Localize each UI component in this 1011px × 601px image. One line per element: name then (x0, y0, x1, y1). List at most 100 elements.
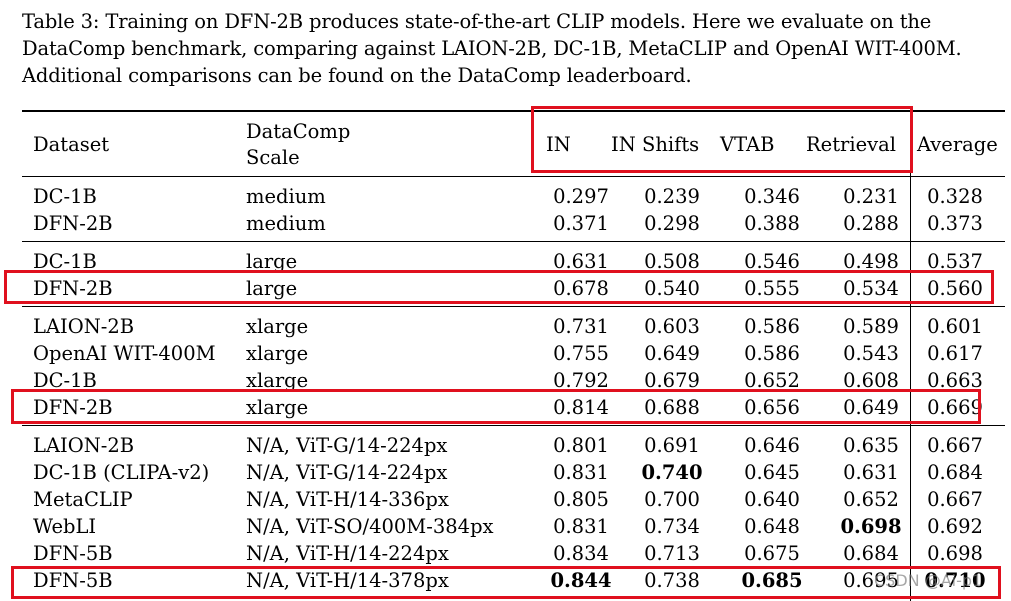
group-rule-2 (22, 306, 1005, 307)
cell-in-shifts: 0.734 (644, 515, 700, 538)
cell-vtab: 0.346 (744, 185, 800, 208)
cell-in: 0.297 (553, 185, 609, 208)
group-rule-1 (22, 241, 1005, 242)
cell-in: 0.834 (553, 542, 609, 565)
cell-retrieval: 0.684 (843, 542, 899, 565)
cell-average: 0.667 (927, 434, 983, 457)
cell-in-shifts: 0.700 (644, 488, 700, 511)
cell-vtab: 0.652 (744, 369, 800, 392)
cell-average: 0.669 (927, 396, 983, 419)
cell-dataset: WebLI (33, 515, 97, 538)
cell-in-shifts: 0.740 (641, 461, 703, 484)
cell-in-shifts: 0.691 (644, 434, 700, 457)
header-retrieval: Retrieval (806, 133, 897, 156)
cell-in: 0.678 (553, 277, 609, 300)
cell-vtab: 0.656 (744, 396, 800, 419)
cell-vtab: 0.586 (744, 315, 800, 338)
cell-retrieval: 0.652 (843, 488, 899, 511)
cell-scale: xlarge (246, 342, 309, 365)
average-column-rule (910, 110, 911, 601)
highlight-row-dfn2b-large (4, 270, 994, 304)
cell-vtab: 0.675 (744, 542, 800, 565)
table-caption: Table 3: Training on DFN-2B produces sta… (22, 10, 962, 87)
cell-retrieval: 0.288 (843, 212, 899, 235)
cell-retrieval: 0.231 (843, 185, 899, 208)
cell-in: 0.631 (553, 250, 609, 273)
cell-in: 0.831 (553, 461, 609, 484)
cell-scale: N/A, ViT-H/14-378px (246, 569, 449, 592)
top-rule (22, 110, 1005, 112)
cell-average: 0.601 (927, 315, 983, 338)
cell-average: 0.373 (927, 212, 983, 235)
header-average: Average (917, 133, 998, 156)
cell-in: 0.792 (553, 369, 609, 392)
cell-in-shifts: 0.540 (644, 277, 700, 300)
cell-vtab: 0.685 (741, 569, 803, 592)
cell-scale: N/A, ViT-H/14-336px (246, 488, 449, 511)
cell-dataset: DC-1B (33, 185, 97, 208)
header-dataset: Dataset (33, 133, 110, 156)
header-in: IN (546, 133, 571, 156)
cell-vtab: 0.586 (744, 342, 800, 365)
cell-dataset: LAION-2B (33, 315, 135, 338)
cell-dataset: OpenAI WIT-400M (33, 342, 216, 365)
cell-average: 0.328 (927, 185, 983, 208)
cell-scale: large (246, 250, 298, 273)
cell-dataset: DFN-2B (33, 277, 113, 300)
cell-retrieval: 0.649 (843, 396, 899, 419)
cell-dataset: DC-1B (33, 369, 97, 392)
cell-in-shifts: 0.738 (644, 569, 700, 592)
cell-in-shifts: 0.679 (644, 369, 700, 392)
cell-in-shifts: 0.603 (644, 315, 700, 338)
cell-in-shifts: 0.239 (644, 185, 700, 208)
cell-scale: N/A, ViT-SO/400M-384px (246, 515, 494, 538)
watermark: CSDN @Ai-p1 (874, 571, 983, 590)
cell-scale: medium (246, 185, 326, 208)
cell-in: 0.814 (553, 396, 609, 419)
cell-in: 0.755 (553, 342, 609, 365)
cell-average: 0.710 (924, 569, 986, 592)
cell-retrieval: 0.608 (843, 369, 899, 392)
cell-dataset: DFN-5B (33, 569, 113, 592)
cell-scale: xlarge (246, 369, 309, 392)
cell-in: 0.805 (553, 488, 609, 511)
cell-in: 0.831 (553, 515, 609, 538)
cell-retrieval: 0.635 (843, 434, 899, 457)
cell-in-shifts: 0.713 (644, 542, 700, 565)
highlight-header-metrics (531, 106, 913, 173)
cell-average: 0.617 (927, 342, 983, 365)
cell-dataset: DC-1B (33, 250, 97, 273)
cell-scale: N/A, ViT-G/14-224px (246, 461, 448, 484)
header-in-shifts: IN Shifts (611, 133, 700, 156)
cell-vtab: 0.646 (744, 434, 800, 457)
cell-dataset: DFN-2B (33, 212, 113, 235)
cell-retrieval: 0.698 (840, 515, 902, 538)
cell-vtab: 0.645 (744, 461, 800, 484)
header-vtab: VTAB (720, 133, 775, 156)
cell-dataset: LAION-2B (33, 434, 135, 457)
cell-in-shifts: 0.688 (644, 396, 700, 419)
cell-retrieval: 0.498 (843, 250, 899, 273)
cell-vtab: 0.640 (744, 488, 800, 511)
cell-dataset: DFN-5B (33, 542, 113, 565)
cell-in: 0.371 (553, 212, 609, 235)
cell-vtab: 0.648 (744, 515, 800, 538)
cell-in: 0.844 (550, 569, 612, 592)
cell-dataset: DFN-2B (33, 396, 113, 419)
cell-in-shifts: 0.649 (644, 342, 700, 365)
cell-vtab: 0.555 (744, 277, 800, 300)
cell-average: 0.698 (927, 542, 983, 565)
cell-scale: N/A, ViT-G/14-224px (246, 434, 448, 457)
cell-scale: xlarge (246, 315, 309, 338)
cell-vtab: 0.546 (744, 250, 800, 273)
cell-scale: large (246, 277, 298, 300)
cell-in: 0.801 (553, 434, 609, 457)
highlight-row-dfn2b-xlarge (11, 389, 981, 424)
cell-scale: N/A, ViT-H/14-224px (246, 542, 449, 565)
cell-in-shifts: 0.298 (644, 212, 700, 235)
cell-retrieval: 0.543 (843, 342, 899, 365)
cell-average: 0.560 (927, 277, 983, 300)
cell-average: 0.663 (927, 369, 983, 392)
cell-scale: xlarge (246, 396, 309, 419)
cell-average: 0.667 (927, 488, 983, 511)
